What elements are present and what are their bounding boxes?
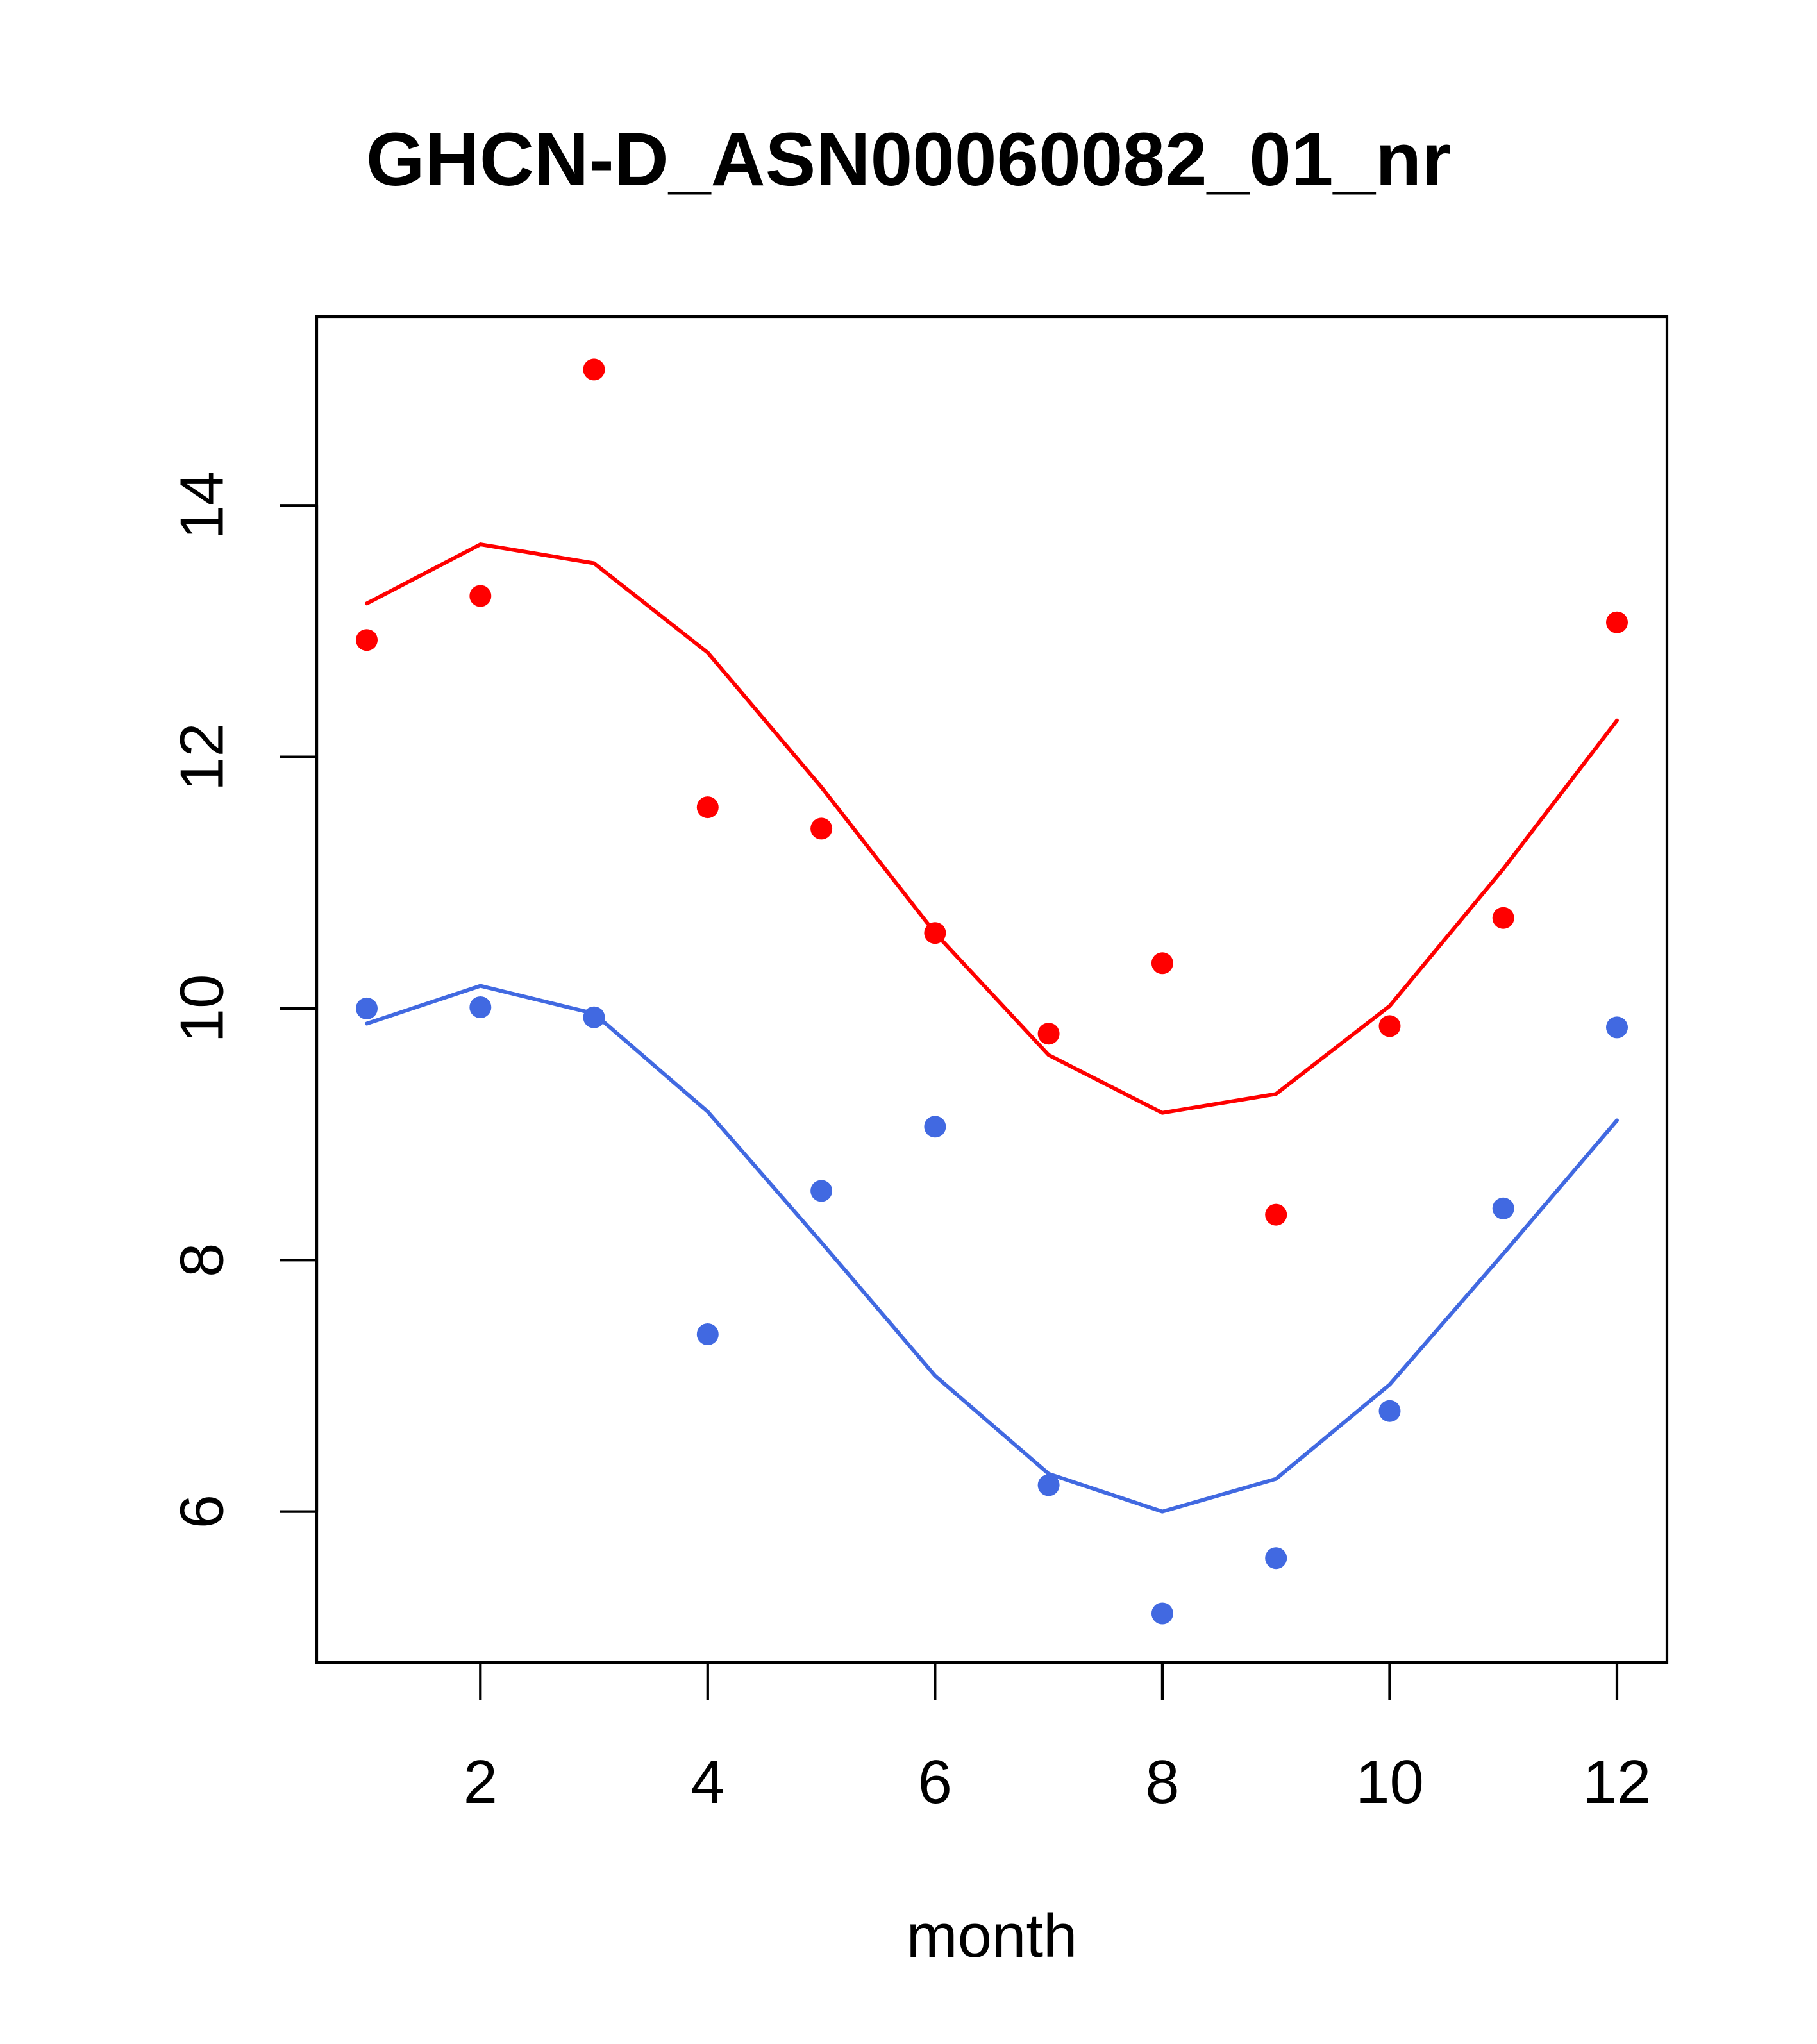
x-axis: 2 4 6 8 10 12: [464, 1661, 1652, 1816]
series-1-point: [583, 358, 605, 381]
plot-frame: [315, 315, 1669, 1664]
x-tick-label: 6: [918, 1748, 952, 1816]
series-1-point: [1151, 952, 1173, 975]
y-tick-label: 6: [167, 1495, 236, 1529]
series-1-point: [1037, 1023, 1060, 1045]
y-tick-label: 12: [167, 723, 236, 791]
series-1-point: [1606, 611, 1628, 633]
series-1-point: [696, 796, 719, 819]
series-2-point: [1492, 1197, 1514, 1219]
y-tick-label: 14: [167, 471, 236, 540]
series-layer: [356, 358, 1628, 1625]
series-1-point: [1265, 1203, 1287, 1226]
series-2-point: [356, 997, 378, 1019]
x-tick-label: 2: [464, 1748, 498, 1816]
x-tick-label: 10: [1355, 1748, 1424, 1816]
x-tick-label: 4: [691, 1748, 724, 1816]
series-2-line: [365, 984, 1619, 1514]
chart-title: GHCN-D_ASN00060082_01_nr: [366, 117, 1451, 202]
x-tick-label: 8: [1145, 1748, 1179, 1816]
series-1-point: [356, 629, 378, 651]
series-2-point: [1378, 1400, 1401, 1422]
series-1-point: [469, 585, 492, 607]
series-2-point: [1265, 1547, 1287, 1570]
x-axis-label: month: [907, 1902, 1078, 1970]
series-2: [356, 984, 1628, 1625]
series-2-point: [1606, 1016, 1628, 1039]
y-axis: 6 8 10 12 14: [167, 471, 319, 1529]
series-1-line: [365, 542, 1619, 1115]
series-1-point: [1492, 907, 1514, 929]
x-tick-label: 12: [1583, 1748, 1652, 1816]
series-2-point: [1037, 1474, 1060, 1496]
series-2-point: [469, 996, 492, 1018]
series-2-point: [810, 1180, 833, 1202]
series-1-point: [1378, 1015, 1401, 1037]
series-2-point: [1151, 1602, 1173, 1625]
series-2-point: [924, 1116, 946, 1138]
series-1-point: [810, 817, 833, 840]
series-2-point: [696, 1323, 719, 1345]
series-1-point: [924, 922, 946, 944]
y-tick-label: 10: [167, 975, 236, 1043]
series-2-point: [583, 1006, 605, 1028]
series-1: [356, 358, 1628, 1226]
y-tick-label: 8: [167, 1243, 236, 1277]
